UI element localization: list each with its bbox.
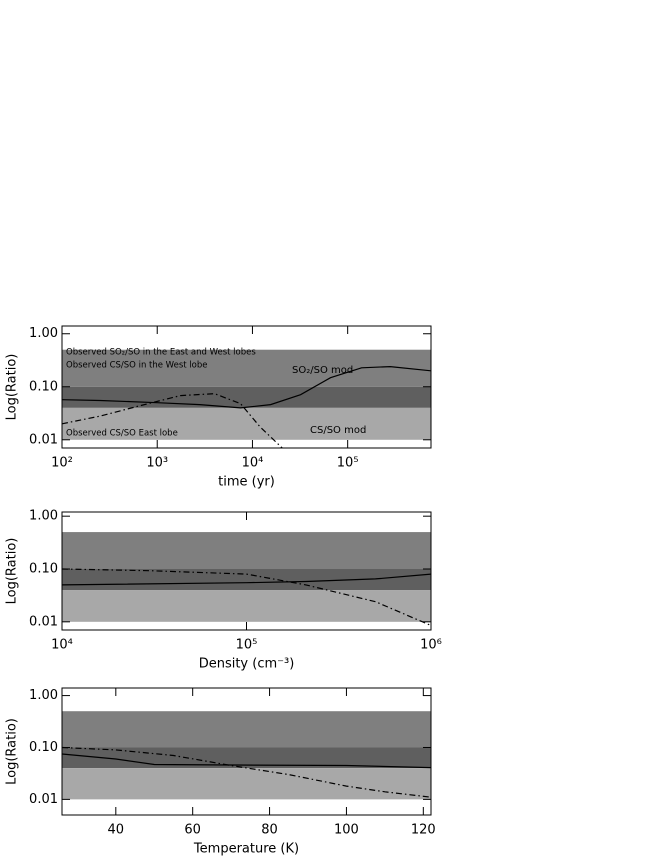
series-line (62, 753, 431, 769)
y-tick-label: 0.01 (29, 792, 58, 807)
y-axis-label: Log(Ratio) (5, 718, 20, 785)
y-tick-label: 0.10 (29, 562, 58, 577)
y-tick-label: 0.10 (29, 740, 58, 755)
x-tick-label: 100 (334, 823, 359, 838)
y-axis-label: Log(Ratio) (5, 354, 20, 421)
x-tick-label: 120 (411, 823, 436, 838)
series-line (62, 365, 431, 409)
band (62, 349, 431, 387)
band (62, 532, 431, 570)
x-tick-label: 10⁶ (420, 638, 442, 653)
annotation: Observed CS/SO East lobe (66, 429, 178, 439)
x-tick-label: 80 (261, 823, 278, 838)
y-axis-label: Log(Ratio) (5, 538, 20, 605)
x-tick-label: 10⁵ (236, 638, 258, 653)
band (62, 711, 431, 748)
series-label: SO₂/SO mod (292, 365, 353, 376)
x-tick-label: 10⁵ (337, 456, 359, 471)
y-tick-label: 1.00 (29, 688, 58, 703)
series-line (62, 568, 431, 627)
x-tick-label: 60 (184, 823, 201, 838)
x-axis-label: Temperature (K) (193, 842, 299, 857)
x-tick-label: 10⁴ (51, 638, 73, 653)
band (62, 569, 431, 591)
y-tick-label: 0.01 (29, 432, 58, 447)
band (62, 768, 431, 800)
y-tick-label: 0.01 (29, 614, 58, 629)
band (62, 590, 431, 622)
plot-frame (61, 687, 432, 816)
x-axis-label: Density (cm⁻³) (199, 657, 295, 672)
y-tick-label: 0.10 (29, 379, 58, 394)
x-tick-label: 10³ (146, 456, 168, 471)
x-axis-label: time (yr) (218, 475, 275, 490)
x-tick-label: 40 (108, 823, 125, 838)
series-line (62, 573, 431, 586)
band (62, 747, 431, 769)
band (62, 386, 431, 408)
y-tick-label: 1.00 (29, 326, 58, 341)
series-line (62, 746, 431, 798)
band (62, 407, 431, 440)
x-tick-label: 10² (51, 456, 73, 471)
series-label: CS/SO mod (310, 425, 366, 436)
y-tick-label: 1.00 (29, 509, 58, 524)
annotation: Observed SO₂/SO in the East and West lob… (66, 348, 256, 358)
annotation: Observed CS/SO in the West lobe (66, 361, 207, 371)
x-tick-label: 10⁴ (242, 456, 264, 471)
series-line (62, 393, 284, 448)
